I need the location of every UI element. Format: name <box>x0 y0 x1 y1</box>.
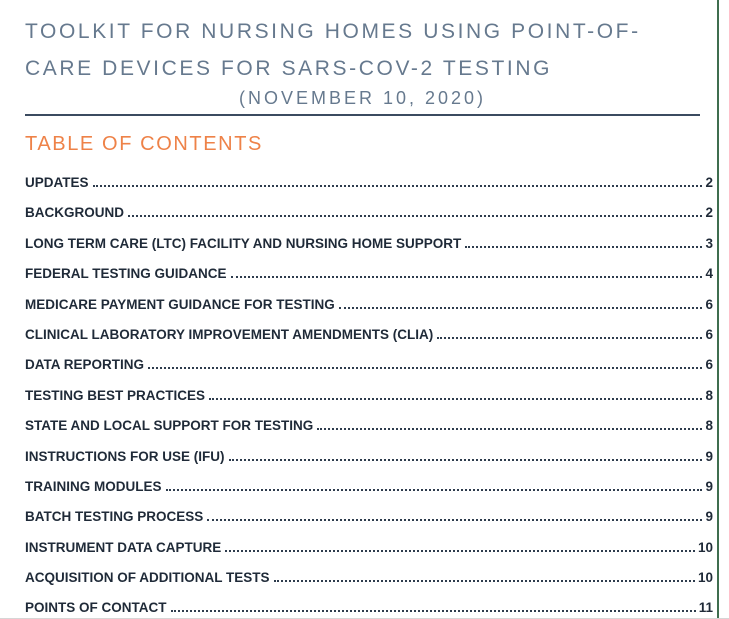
toc-entry-label: ACQUISITION OF ADDITIONAL TESTS <box>25 570 270 586</box>
toc-dot-leader <box>128 215 703 218</box>
page-right-border <box>717 0 719 619</box>
toc-entry[interactable]: TRAINING MODULES 9 <box>25 479 713 509</box>
toc-entry-label: FEDERAL TESTING GUIDANCE <box>25 266 227 282</box>
toc-entry-page: 6 <box>705 296 713 312</box>
toc-entry[interactable]: POINTS OF CONTACT 11 <box>25 600 713 619</box>
toc-entry-page: 10 <box>697 570 713 586</box>
toc-entry-page: 8 <box>705 418 713 434</box>
toc-entry-label: LONG TERM CARE (LTC) FACILITY AND NURSIN… <box>25 235 462 251</box>
toc-entry[interactable]: ACQUISITION OF ADDITIONAL TESTS 10 <box>25 570 713 600</box>
toc-entry-label: CLINICAL LABORATORY IMPROVEMENT AMENDMEN… <box>25 326 434 342</box>
toc-dot-leader <box>209 397 703 400</box>
toc-dot-leader <box>273 580 695 583</box>
toc-dot-leader <box>338 306 703 309</box>
toc-entry[interactable]: TESTING BEST PRACTICES 8 <box>25 388 713 418</box>
toc-entry[interactable]: STATE AND LOCAL SUPPORT FOR TESTING 8 <box>25 418 713 448</box>
toc-dot-leader <box>228 458 703 461</box>
toc-entry-page: 9 <box>705 509 713 525</box>
toc-entry-label: BACKGROUND <box>25 205 124 221</box>
toc-dot-leader <box>317 428 703 431</box>
toc-entry[interactable]: BATCH TESTING PROCESS 9 <box>25 509 713 539</box>
toc-entry-label: STATE AND LOCAL SUPPORT FOR TESTING <box>25 418 314 434</box>
toc-entry-page: 9 <box>705 478 713 494</box>
toc-entry-label: INSTRUMENT DATA CAPTURE <box>25 539 222 555</box>
document-title: TOOLKIT FOR NURSING HOMES USING POINT-OF… <box>25 13 704 87</box>
toc-entry-label: BATCH TESTING PROCESS <box>25 509 204 525</box>
toc-entry-label: TRAINING MODULES <box>25 478 162 494</box>
toc-dot-leader <box>437 336 703 339</box>
toc-entry[interactable]: FEDERAL TESTING GUIDANCE 4 <box>25 266 713 296</box>
toc-entry[interactable]: INSTRUCTIONS FOR USE (IFU) 9 <box>25 449 713 479</box>
toc-entry-page: 4 <box>705 266 713 282</box>
toc-dot-leader <box>170 610 696 613</box>
toc-entry-label: UPDATES <box>25 175 89 190</box>
toc-dot-leader <box>230 276 703 279</box>
toc-entry[interactable]: UPDATES 2 <box>25 175 713 205</box>
toc-entry-page: 6 <box>705 357 713 373</box>
toc-entry-label: TESTING BEST PRACTICES <box>25 387 206 403</box>
toc-entry-label: POINTS OF CONTACT <box>25 600 167 616</box>
title-divider <box>25 114 700 116</box>
toc-dot-leader <box>148 367 703 370</box>
toc-entry[interactable]: CLINICAL LABORATORY IMPROVEMENT AMENDMEN… <box>25 327 713 357</box>
toc-dot-leader <box>207 519 703 522</box>
toc-entry-page: 10 <box>697 539 713 555</box>
toc-entry-page: 11 <box>698 600 713 616</box>
document-title-line1: TOOLKIT FOR NURSING HOMES USING POINT-OF… <box>25 20 641 43</box>
toc-entry-page: 2 <box>705 175 713 190</box>
toc-heading: TABLE OF CONTENTS <box>25 133 263 155</box>
toc-entry[interactable]: BACKGROUND 2 <box>25 205 713 235</box>
toc-entry-label: DATA REPORTING <box>25 357 144 373</box>
toc-entry[interactable]: INSTRUMENT DATA CAPTURE 10 <box>25 540 713 570</box>
document-title-line2: CARE DEVICES FOR SARS-COV-2 TESTING <box>25 57 553 80</box>
toc-entry[interactable]: MEDICARE PAYMENT GUIDANCE FOR TESTING 6 <box>25 297 713 327</box>
toc-dot-leader <box>465 245 703 248</box>
toc-entry[interactable]: DATA REPORTING 6 <box>25 357 713 387</box>
document-date: (NOVEMBER 10, 2020) <box>238 88 487 108</box>
toc-entry-page: 8 <box>705 387 713 403</box>
toc-entry-page: 2 <box>705 205 713 221</box>
toc-entry-label: INSTRUCTIONS FOR USE (IFU) <box>25 448 225 464</box>
toc-entry-page: 6 <box>705 326 713 342</box>
toc-list: UPDATES 2 BACKGROUND 2 LONG TERM CARE (L… <box>25 175 713 619</box>
toc-entry[interactable]: LONG TERM CARE (LTC) FACILITY AND NURSIN… <box>25 236 713 266</box>
toc-entry-page: 3 <box>705 235 713 251</box>
toc-entry-label: MEDICARE PAYMENT GUIDANCE FOR TESTING <box>25 296 335 312</box>
toc-dot-leader <box>92 185 703 187</box>
toc-entry-page: 9 <box>705 448 713 464</box>
toc-dot-leader <box>225 549 695 552</box>
toc-dot-leader <box>165 488 703 491</box>
